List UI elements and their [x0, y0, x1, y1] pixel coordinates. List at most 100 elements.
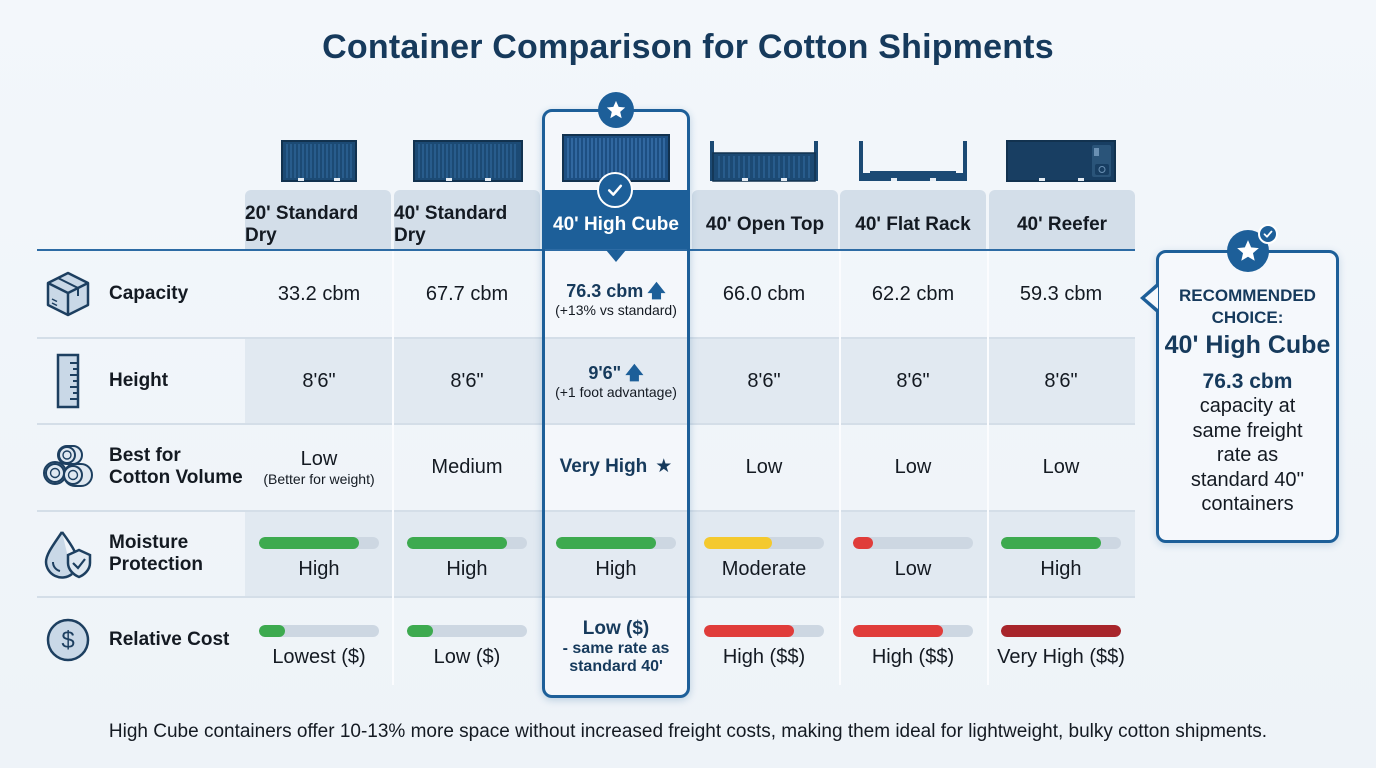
cell-value: High [595, 558, 637, 580]
page-title: Container Comparison for Cotton Shipment… [322, 28, 1054, 66]
header-pointer [606, 250, 626, 262]
cell-value: Lowest ($) [272, 646, 366, 668]
box-icon [37, 269, 99, 319]
column-divider [987, 251, 989, 685]
value-text: 9'6" [588, 362, 622, 383]
cell-capacity-20ft: 33.2 cbm [245, 251, 393, 337]
row-label-text: Relative Cost [109, 629, 230, 650]
cell-volume-high-cube: Very High ★ [542, 424, 690, 510]
row-divider [37, 337, 1135, 339]
callout-desc-line: capacity at [1199, 395, 1296, 417]
cell-value: 33.2 cbm [277, 283, 361, 305]
label-line: Cotton Volume [109, 467, 243, 488]
cell-value: Low ($) [433, 646, 501, 668]
cell-capacity-high-cube: 76.3 cbm 🡅 (+13% vs standard) [542, 256, 690, 342]
cell-value: 8'6" [302, 370, 336, 392]
cell-note: (Better for weight) [263, 470, 375, 487]
cell-value: Medium [431, 456, 503, 478]
cell-cost-reefer: Very High ($$) [987, 604, 1135, 690]
rating-bar-fill [407, 537, 507, 549]
container-reefer-icon [987, 138, 1135, 182]
value-text: Very High [559, 456, 648, 477]
cell-capacity-40ft: 67.7 cbm [393, 251, 541, 337]
cell-value: High ($$) [871, 646, 955, 668]
row-label-height: Height [37, 338, 245, 424]
row-label-capacity: Capacity [37, 251, 245, 337]
rating-bar-fill [407, 625, 434, 637]
cell-value: 8'6" [747, 370, 781, 392]
callout-desc-line: same freight [1192, 419, 1303, 442]
cell-value: 66.0 cbm [722, 283, 806, 305]
cell-note: (+1 foot advantage) [555, 383, 677, 400]
rating-bar [259, 537, 379, 549]
row-label-text: Capacity [109, 283, 189, 304]
cell-value: 8'6" [896, 370, 930, 392]
cell-height-open-top: 8'6" [690, 338, 838, 424]
rating-bar-fill [556, 537, 656, 549]
container-20ft-icon [245, 138, 393, 182]
container-flat-rack-icon [839, 138, 987, 182]
cell-volume-reefer: Low [987, 424, 1135, 510]
rating-bar [704, 625, 824, 637]
row-divider [37, 596, 1135, 598]
cell-value: Low [745, 456, 783, 478]
row-label-text: Best for Cotton Volume [109, 445, 243, 489]
column-header-40ft-standard-dry: 40' Standard Dry [394, 190, 540, 250]
container-40ft-icon [394, 138, 542, 182]
cell-value: Very High ($$) [997, 646, 1125, 668]
cell-value-highlight: 76.3 cbm 🡅 [566, 280, 666, 302]
highlight-cell-bg [545, 511, 687, 597]
cell-note: standard 40' [569, 658, 663, 675]
row-label-moisture-protection: Moisture Protection [37, 511, 245, 597]
callout-heading: CHOICE: [1211, 308, 1284, 327]
highlight-cell-bg [545, 338, 687, 424]
row-label-text: Moisture Protection [109, 532, 203, 576]
cell-capacity-reefer: 59.3 cbm [987, 251, 1135, 337]
cotton-bales-icon [37, 442, 99, 492]
rating-bar [407, 625, 527, 637]
check-icon [597, 172, 633, 208]
callout-pointer-inner [1145, 287, 1158, 309]
ruler-icon [37, 353, 99, 409]
svg-text:$: $ [61, 627, 74, 654]
column-divider [839, 251, 841, 685]
up-arrow-icon: 🡅 [625, 362, 644, 383]
cell-height-20ft: 8'6" [245, 338, 393, 424]
star-icon: ★ [655, 456, 673, 477]
check-icon [1258, 224, 1278, 244]
cell-value: Low [894, 456, 932, 478]
rating-bar-fill [1001, 625, 1121, 637]
cell-value: Low [300, 447, 338, 470]
cell-volume-20ft: Low (Better for weight) [245, 424, 393, 510]
cell-cost-high-cube: Low ($) - same rate as standard 40' [542, 604, 690, 690]
header-divider [37, 249, 1135, 251]
cell-value: 8'6" [450, 370, 484, 392]
column-header-40ft-reefer: 40' Reefer [989, 190, 1135, 250]
cell-moisture-40ft: High [393, 516, 541, 602]
cell-volume-40ft: Medium [393, 424, 541, 510]
cell-value: 67.7 cbm [425, 283, 509, 305]
rating-bar-fill [704, 537, 773, 549]
cell-capacity-open-top: 66.0 cbm [690, 251, 838, 337]
rating-bar [853, 625, 973, 637]
cell-cost-40ft: Low ($) [393, 604, 541, 690]
cell-value-highlight: 9'6" 🡅 [588, 362, 643, 384]
footer-note: High Cube containers offer 10-13% more s… [108, 721, 1268, 742]
cell-value: High [446, 558, 488, 580]
cell-value: 59.3 cbm [1019, 283, 1103, 305]
column-header-20ft-standard-dry: 20' Standard Dry [245, 190, 391, 250]
up-arrow-icon: 🡅 [647, 280, 666, 301]
rating-bar [1001, 625, 1121, 637]
cell-value: Low [1042, 456, 1080, 478]
rating-bar [556, 537, 676, 549]
row-divider [37, 510, 1135, 512]
cell-volume-flat-rack: Low [839, 424, 987, 510]
star-icon [598, 92, 634, 128]
rating-bar-fill [853, 537, 874, 549]
cell-cost-20ft: Lowest ($) [245, 604, 393, 690]
cell-cost-open-top: High ($$) [690, 604, 838, 690]
rating-bar [407, 537, 527, 549]
water-drop-shield-icon [37, 528, 99, 580]
cell-height-reefer: 8'6" [987, 338, 1135, 424]
rating-bar-fill [259, 625, 286, 637]
